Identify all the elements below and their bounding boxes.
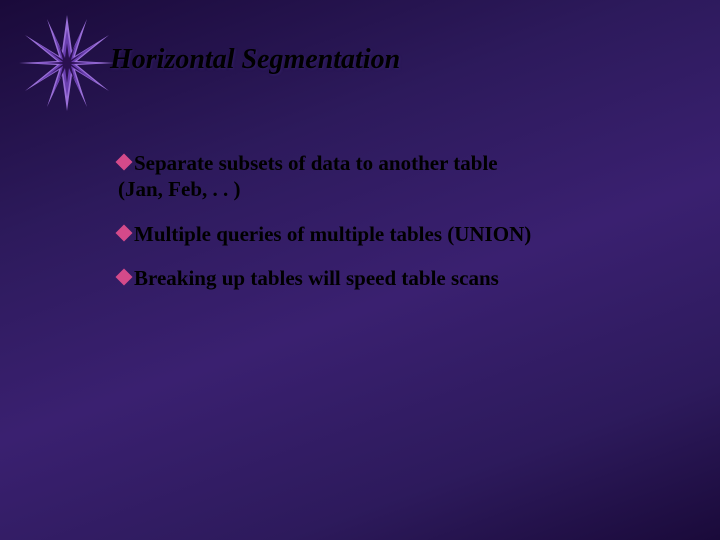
- bullet-item: Breaking up tables will speed table scan…: [118, 265, 660, 291]
- bullet-item: Multiple queries of multiple tables (UNI…: [118, 221, 660, 247]
- diamond-bullet-icon: [116, 268, 133, 285]
- diamond-bullet-icon: [116, 224, 133, 241]
- bullet-item: Separate subsets of data to another tabl…: [118, 150, 660, 203]
- bullet-text: Multiple queries of multiple tables (UNI…: [134, 221, 531, 247]
- slide-title: Horizontal Segmentation: [110, 44, 400, 76]
- star-decoration: [12, 8, 122, 118]
- slide-content: Separate subsets of data to another tabl…: [118, 150, 660, 309]
- bullet-text: Breaking up tables will speed table scan…: [134, 265, 499, 291]
- bullet-subtext: (Jan, Feb, . . ): [118, 176, 660, 202]
- bullet-text: Separate subsets of data to another tabl…: [134, 150, 498, 176]
- diamond-bullet-icon: [116, 154, 133, 171]
